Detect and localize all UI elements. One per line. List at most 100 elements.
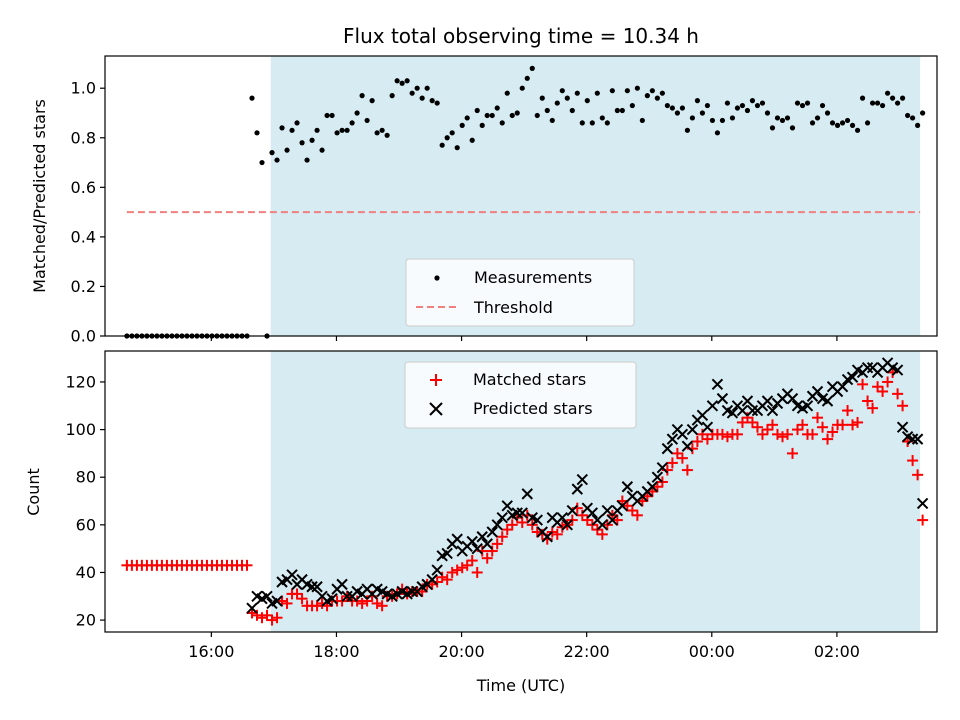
predicted-stars-points [246, 357, 929, 614]
measurement-point [414, 85, 420, 91]
measurement-point [679, 105, 685, 111]
measurement-point [894, 100, 901, 106]
matched-star-point [281, 597, 293, 609]
matched-star-point [241, 559, 253, 571]
measurement-point [399, 80, 405, 86]
matched-star-point [872, 381, 884, 393]
measurement-point [634, 85, 640, 91]
measurement-point [779, 117, 786, 124]
matched-star-point [551, 528, 563, 540]
matched-star-point [907, 455, 919, 467]
measurement-point [589, 120, 595, 126]
measurement-point [324, 112, 330, 119]
predicted-star-point [911, 433, 924, 445]
measurement-point [654, 95, 660, 101]
measurement-point [729, 115, 736, 121]
measurement-point [344, 127, 350, 133]
matched-star-point [461, 559, 473, 571]
matched-star-point [271, 612, 283, 624]
matched-star-point [446, 566, 458, 578]
matched-star-point [451, 564, 463, 576]
matched-star-point [581, 514, 593, 526]
measurement-point [749, 98, 756, 104]
measurement-point [794, 100, 801, 106]
measurement-point [294, 120, 300, 126]
predicted-star-point [766, 404, 779, 417]
predicted-star-point [746, 404, 759, 417]
matched-star-point [751, 421, 763, 433]
matched-star-point [441, 574, 453, 586]
matched-star-point [756, 428, 768, 440]
predicted-star-point [486, 526, 498, 538]
matched-star-point [296, 593, 308, 605]
measurement-point [454, 145, 460, 151]
legend-predicted-label: Predicted stars [473, 399, 593, 418]
bottom-legend: Matched stars Predicted stars [404, 361, 637, 429]
predicted-star-point [496, 511, 508, 524]
matched-star-point [596, 528, 608, 540]
y-tick-label: 40 [76, 563, 96, 582]
measurement-point [309, 137, 315, 143]
predicted-star-point [916, 497, 929, 510]
measurement-point [739, 102, 746, 109]
matched-star-point [311, 600, 323, 612]
measurement-point [424, 85, 430, 91]
measurement-point [699, 110, 706, 116]
measurement-point [534, 112, 540, 119]
matched-star-point [501, 524, 513, 536]
measurement-point [469, 137, 475, 143]
matched-star-point [822, 433, 834, 445]
measurement-point [789, 125, 796, 131]
measurement-point [874, 100, 881, 106]
measurement-point [444, 135, 450, 141]
measurement-point [254, 130, 260, 136]
matched-star-point [261, 609, 273, 621]
y-tick-label: 100 [65, 420, 96, 439]
measurement-point [804, 100, 811, 106]
measurement-point [459, 122, 465, 128]
x-tick-label: 00:00 [689, 642, 735, 661]
predicted-star-point [531, 514, 543, 526]
predicted-star-point [906, 433, 919, 445]
predicted-star-point [726, 407, 739, 419]
matched-star-point [456, 562, 468, 574]
matched-star-point [676, 452, 688, 464]
matched-star-point [251, 609, 263, 621]
measurement-point [439, 142, 445, 148]
matched-star-point [797, 419, 809, 431]
matched-star-point [786, 447, 798, 459]
measurement-point [299, 140, 305, 146]
matched-star-point [892, 388, 904, 400]
predicted-star-point [341, 590, 353, 602]
matched-star-point [716, 428, 728, 440]
matched-star-point [436, 571, 448, 583]
matched-star-point [666, 457, 678, 469]
matched-star-point [576, 509, 588, 521]
x-tick-label: 22:00 [564, 642, 610, 661]
matched-star-point [506, 519, 518, 531]
measurement-point [619, 107, 625, 114]
matched-star-point [857, 378, 869, 390]
measurement-point [499, 120, 505, 126]
y-tick-label: 120 [65, 372, 96, 391]
matched-star-point [481, 552, 493, 564]
matched-star-point [681, 464, 693, 476]
predicted-star-point [891, 364, 904, 376]
measurement-point [484, 112, 490, 119]
matched-star-point [877, 385, 889, 397]
matched-star-point [761, 424, 773, 436]
predicted-star-point [736, 404, 749, 417]
predicted-star-point [481, 538, 493, 550]
measurement-point [734, 105, 741, 111]
bottom-y-axis-label: Count [24, 468, 43, 516]
matched-star-point [626, 505, 638, 517]
legend-measurements-marker [434, 275, 440, 281]
predicted-star-point [426, 573, 438, 586]
measurement-point [884, 90, 891, 96]
measurement-point [584, 98, 590, 104]
measurement-point [284, 147, 290, 153]
measurement-point [394, 78, 400, 84]
bottom-axes-frame [104, 350, 938, 633]
measurement-point [604, 120, 610, 126]
matched-star-point [496, 531, 508, 543]
